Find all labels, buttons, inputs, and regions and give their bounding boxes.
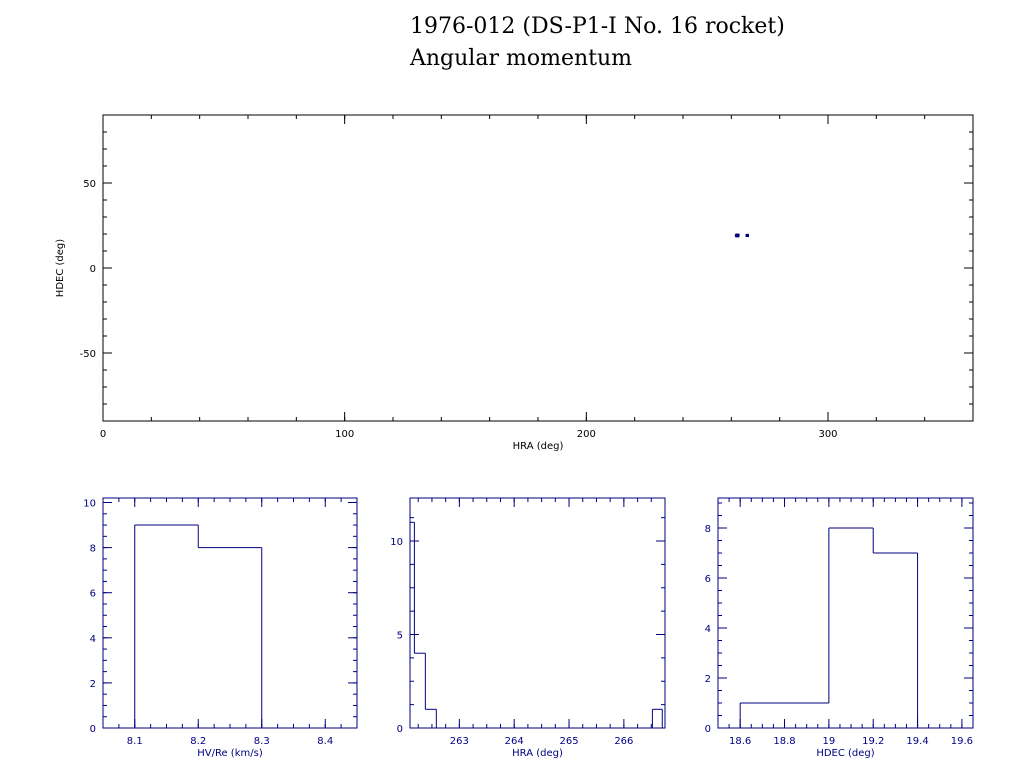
x-tick-label: 18.6 [729, 736, 751, 747]
x-tick-label: 263 [450, 736, 469, 747]
x-tick-label: 200 [577, 429, 596, 440]
y-tick-label: 0 [90, 724, 96, 735]
scatter-panel: 0 100 200 300 -50 0 50 HRA (deg) HDEC (deg) [55, 114, 974, 452]
y-tick-label: 5 [397, 631, 403, 642]
x-tick-label: 8.2 [190, 736, 206, 747]
plot-frame [102, 114, 974, 422]
y-tick-label: 10 [390, 537, 403, 548]
plot-frame [409, 497, 666, 729]
x-tick-label: 264 [505, 736, 524, 747]
x-tick-label: 19.2 [862, 736, 884, 747]
x-tick-label: 8.4 [317, 736, 333, 747]
y-tick-label: 2 [705, 674, 711, 685]
y-tick-label: 0 [397, 724, 403, 735]
y-tick-label: -50 [80, 349, 96, 360]
y-tick-label: 4 [90, 634, 96, 645]
y-tick-label: 8 [705, 524, 711, 535]
x-axis-label: HRA (deg) [512, 748, 563, 759]
y-tick-label: 2 [90, 679, 96, 690]
plot-frame [717, 497, 974, 729]
histogram-hra-panel: 263 264 265 266 0 5 10 HRA (deg) [390, 497, 666, 759]
x-tick-label: 300 [818, 429, 837, 440]
x-axis-label: HDEC (deg) [816, 748, 874, 759]
data-point [736, 233, 740, 237]
y-tick-label: 8 [90, 544, 96, 555]
histogram-hv-panel: 8.1 8.2 8.3 8.4 0 2 4 6 8 10 HV/Re (km/s) [83, 497, 358, 759]
data-point [746, 234, 750, 238]
y-axis-label: HDEC (deg) [55, 239, 66, 297]
y-tick-label: 0 [90, 264, 96, 275]
x-tick-label: 0 [100, 429, 106, 440]
x-tick-label: 18.8 [773, 736, 795, 747]
y-tick-label: 0 [705, 724, 711, 735]
x-tick-label: 265 [559, 736, 578, 747]
x-tick-label: 100 [335, 429, 354, 440]
chart-title: 1976-012 (DS-P1-I No. 16 rocket) [410, 14, 785, 39]
histogram-hdec-panel: 18.6 18.8 19 19.2 19.4 19.6 0 2 4 6 8 HDEC (deg) [705, 497, 974, 759]
y-tick-label: 6 [90, 589, 96, 600]
x-axis-label: HV/Re (km/s) [197, 748, 263, 759]
x-tick-label: 8.1 [127, 736, 143, 747]
plot-frame [102, 497, 358, 729]
x-tick-label: 266 [614, 736, 633, 747]
x-tick-label: 19.4 [906, 736, 928, 747]
x-tick-label: 19 [823, 736, 836, 747]
y-tick-label: 50 [83, 179, 96, 190]
x-axis-label: HRA (deg) [513, 441, 564, 452]
x-tick-label: 19.6 [951, 736, 973, 747]
y-tick-label: 4 [705, 624, 711, 635]
chart-subtitle: Angular momentum [410, 46, 632, 71]
y-tick-label: 10 [83, 499, 96, 510]
y-tick-label: 6 [705, 574, 711, 585]
x-tick-label: 8.3 [254, 736, 270, 747]
